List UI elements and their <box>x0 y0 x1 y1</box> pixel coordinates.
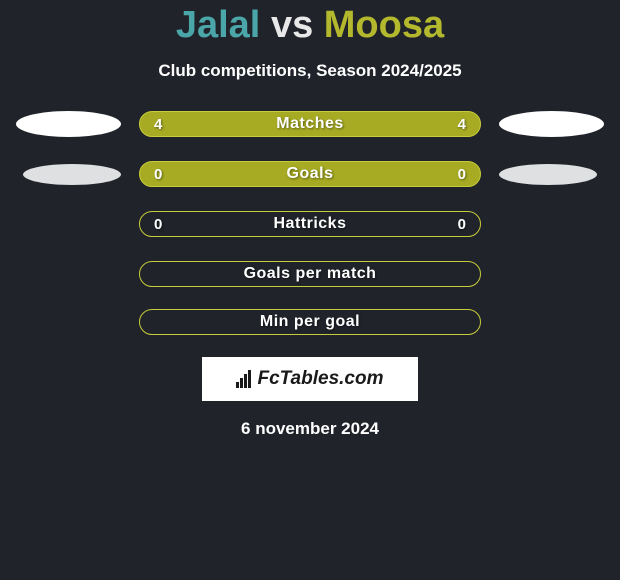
date-label: 6 november 2024 <box>0 419 620 439</box>
stat-label: Matches <box>276 115 344 133</box>
player1-shape <box>23 164 121 185</box>
player1-shape <box>16 111 121 137</box>
stat-bar: 0 Goals 0 <box>139 161 481 187</box>
comparison-widget: Jalal vs Moosa Club competitions, Season… <box>0 0 620 439</box>
stat-bar: 0 Hattricks 0 <box>139 211 481 237</box>
stat-value-left: 4 <box>154 116 162 133</box>
chart-icon <box>236 370 251 388</box>
stat-value-left: 0 <box>154 166 162 183</box>
stat-row-mpg: Min per goal <box>139 309 481 335</box>
stat-label: Goals per match <box>244 265 377 283</box>
logo-text: FcTables.com <box>257 368 383 390</box>
player2-shape <box>499 164 597 185</box>
stat-label: Goals <box>287 165 334 183</box>
stat-value-left: 0 <box>154 216 162 233</box>
stat-row-goals: 0 Goals 0 <box>0 161 620 187</box>
stat-value-right: 0 <box>458 216 466 233</box>
vs-text: vs <box>271 4 313 46</box>
stat-value-right: 4 <box>458 116 466 133</box>
stat-label: Min per goal <box>260 313 360 331</box>
player2-name: Moosa <box>324 4 444 46</box>
page-title: Jalal vs Moosa <box>0 4 620 47</box>
player1-name: Jalal <box>176 4 261 46</box>
stat-row-hattricks: 0 Hattricks 0 <box>0 211 620 237</box>
stat-row-gpm: Goals per match <box>139 261 481 287</box>
stat-value-right: 0 <box>458 166 466 183</box>
subtitle: Club competitions, Season 2024/2025 <box>0 61 620 81</box>
stat-label: Hattricks <box>274 215 347 233</box>
stat-row-matches: 4 Matches 4 <box>0 111 620 137</box>
logo-box[interactable]: FcTables.com <box>202 357 418 401</box>
player2-shape <box>499 111 604 137</box>
stat-bar: 4 Matches 4 <box>139 111 481 137</box>
